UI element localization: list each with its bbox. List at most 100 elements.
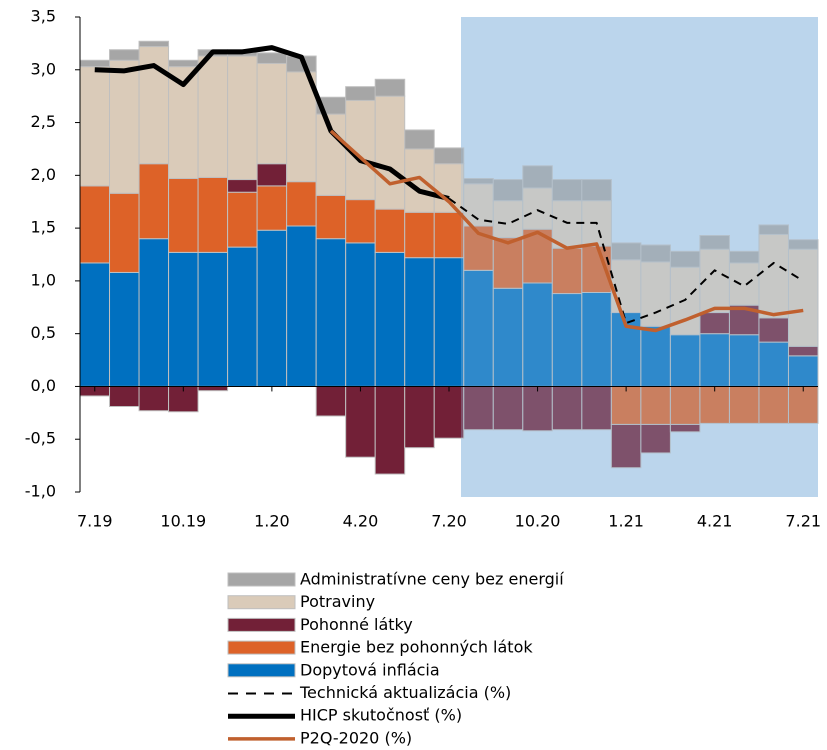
bar: [787, 248, 819, 347]
bar: [227, 179, 258, 193]
bar: [522, 165, 553, 189]
bar: [315, 385, 347, 417]
bar: [787, 239, 819, 250]
bar: [109, 59, 140, 194]
bar: [433, 163, 465, 213]
bar: [640, 423, 671, 454]
bar: [345, 242, 376, 387]
bar: [492, 237, 524, 289]
y-tick-label: -0,5: [25, 429, 56, 448]
bar: [699, 235, 730, 250]
bar: [315, 194, 347, 240]
bar: [728, 334, 760, 387]
legend-swatch: [227, 595, 296, 610]
legend-label: P2Q-2020 (%): [300, 728, 412, 747]
bar: [138, 238, 170, 387]
forecast-overlay: [461, 17, 818, 497]
y-tick-label: 2,5: [31, 112, 56, 131]
line: [94, 45, 450, 201]
y-tick-label: 0,5: [31, 323, 56, 342]
legend-label: Technická aktualizácia (%): [299, 683, 511, 702]
y-tick-label: 2,0: [31, 165, 56, 184]
bar: [433, 257, 465, 387]
legend-label: Potraviny: [300, 592, 375, 611]
bar: [256, 163, 288, 187]
legend-label: Pohonné látky: [300, 615, 413, 634]
bar: [758, 224, 789, 235]
bar: [581, 179, 612, 202]
bar: [374, 251, 406, 387]
bar: [256, 185, 288, 231]
bar: [787, 355, 819, 387]
bar: [138, 385, 170, 412]
bar: [345, 385, 376, 458]
bar: [345, 86, 376, 101]
bar: [404, 385, 435, 449]
bar: [109, 192, 140, 273]
y-tick-label: 1,0: [31, 270, 56, 289]
bar: [374, 78, 406, 97]
bar: [581, 292, 612, 387]
legend-swatch: [227, 617, 296, 632]
bar: [138, 40, 170, 48]
bar: [168, 251, 199, 387]
bar: [109, 271, 140, 387]
bar: [374, 95, 406, 210]
bar: [79, 66, 111, 187]
x-tick-label: 4.20: [343, 512, 379, 531]
bar: [79, 185, 111, 264]
y-tick-label: 3,0: [31, 59, 56, 78]
bar: [610, 423, 642, 469]
bar: [374, 208, 406, 253]
legend-label: Energie bez pohonných látok: [300, 638, 533, 657]
bar: [433, 211, 465, 259]
bar: [551, 385, 583, 431]
bar: [138, 163, 170, 240]
bar: [492, 385, 524, 431]
bar: [374, 385, 406, 475]
y-tick-label: 1,5: [31, 218, 56, 237]
bar: [256, 52, 288, 64]
bar: [522, 187, 553, 230]
legend: Administratívne ceny bez energií Potravin…: [227, 570, 564, 747]
x-tick-label: 7.21: [785, 512, 821, 531]
bar: [256, 229, 288, 387]
x-tick-label: 1.20: [254, 512, 290, 531]
x-tick-label: 7.20: [431, 512, 467, 531]
bar: [404, 211, 435, 259]
bar: [286, 181, 317, 227]
bar: [197, 176, 229, 253]
bar: [286, 225, 317, 387]
bar: [345, 199, 376, 244]
bars: [79, 40, 819, 475]
legend-label: Administratívne ceny bez energií: [300, 570, 564, 589]
x-tick-label: 7.19: [77, 512, 113, 531]
bar: [79, 262, 111, 387]
bar: [669, 385, 701, 425]
bar: [728, 385, 760, 424]
bar: [551, 200, 583, 249]
bar: [227, 191, 258, 248]
legend-swatch: [227, 640, 296, 655]
x-tick-label: 10.19: [160, 512, 206, 531]
bar: [79, 59, 111, 68]
bar: [197, 385, 229, 392]
bar: [109, 49, 140, 61]
bar: [109, 385, 140, 408]
x-tick-label: 1.21: [608, 512, 644, 531]
bar: [286, 71, 317, 183]
bar: [404, 129, 435, 150]
bar: [168, 178, 199, 253]
axes: -1,0 -0,5 0,0 0,5 1,0 1,5 2,0 2,5 3,0 3,5 7.19 10.1…: [25, 7, 821, 531]
bar: [463, 385, 494, 431]
y-tick-label: 0,0: [31, 376, 56, 395]
legend-label: HICP skutočnosť (%): [300, 706, 462, 725]
bar: [758, 233, 789, 319]
bar: [227, 55, 258, 181]
line: [329, 129, 804, 333]
y-tick-label: 3,5: [31, 7, 56, 26]
bar: [197, 251, 229, 387]
bar: [699, 385, 730, 424]
